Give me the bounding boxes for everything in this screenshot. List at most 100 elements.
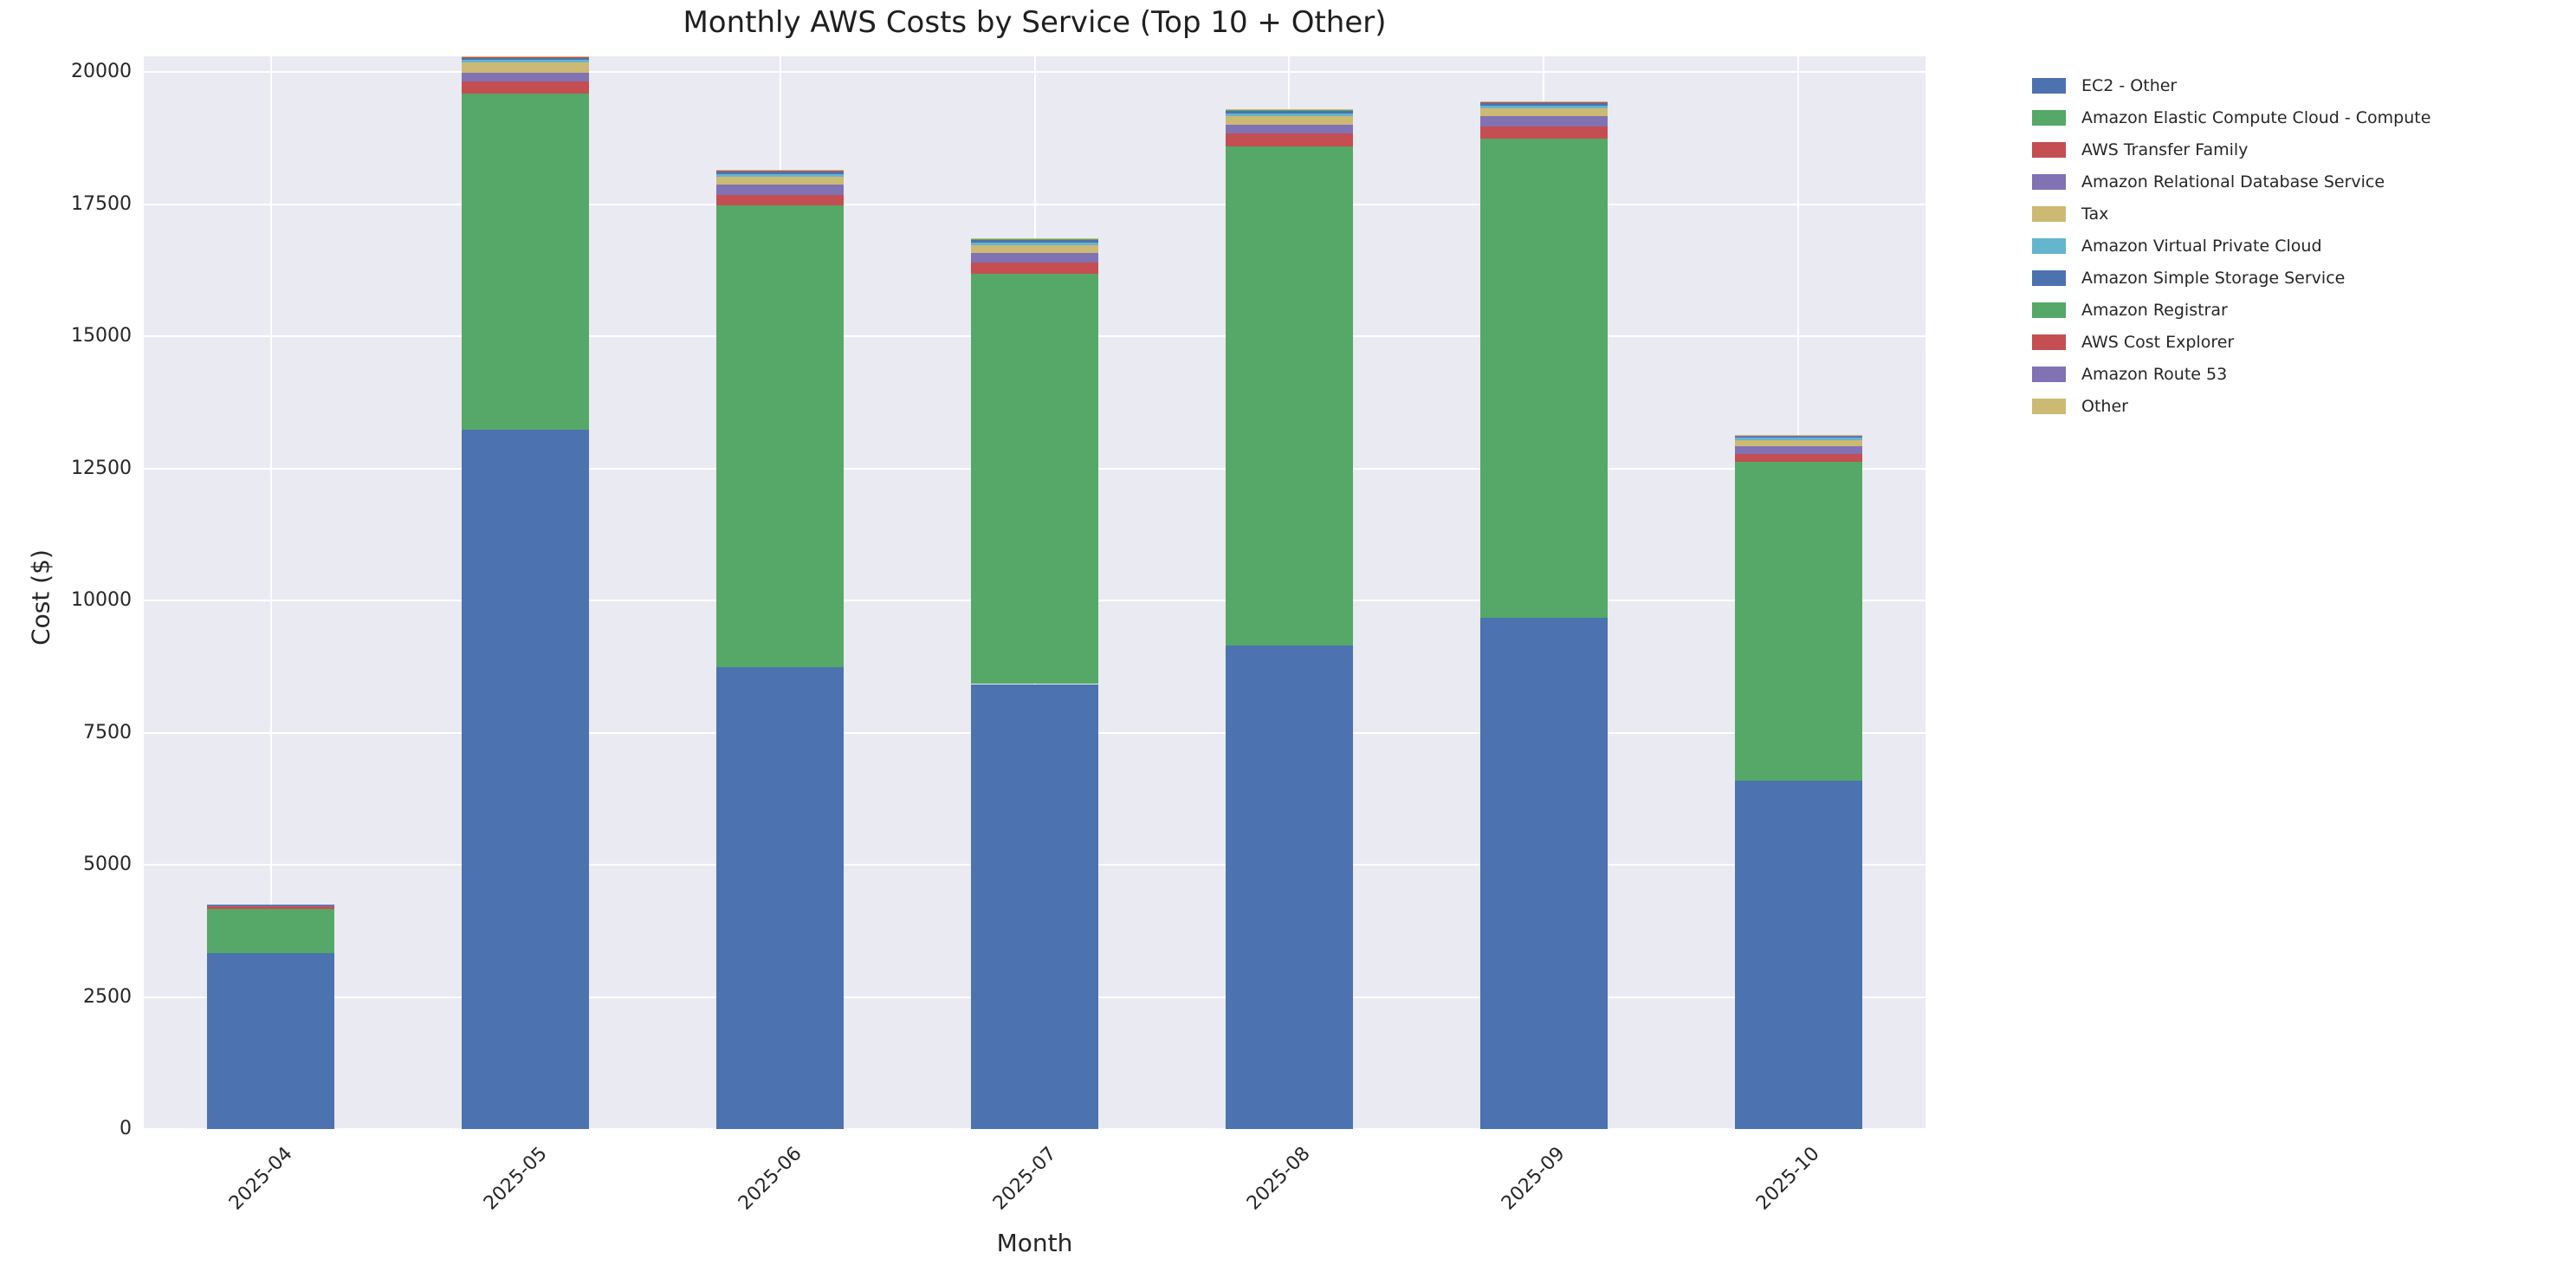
bar-segment-2025-08-5 — [1225, 113, 1353, 116]
legend-row-1: Amazon Elastic Compute Cloud - Compute — [2032, 101, 2430, 133]
legend-label-6: Amazon Simple Storage Service — [2081, 268, 2346, 288]
bar-segment-2025-10-4 — [1734, 439, 1862, 447]
bar-segment-2025-07-4 — [971, 245, 1098, 253]
legend-row-10: Other — [2032, 390, 2430, 422]
bar-segment-2025-07-1 — [971, 273, 1098, 685]
bar-segment-2025-08-0 — [1225, 645, 1353, 1129]
legend-label-9: Amazon Route 53 — [2081, 364, 2228, 384]
y-tick-label-5000: 5000 — [83, 853, 132, 876]
bar-segment-2025-06-6 — [716, 171, 845, 175]
y-tick-label-2500: 2500 — [83, 985, 132, 1008]
y-tick-label-15000: 15000 — [71, 325, 132, 347]
x-tick-label-2025-06: 2025-06 — [734, 1143, 806, 1215]
legend-swatch-5 — [2032, 237, 2066, 254]
bar-segment-2025-06-4 — [716, 177, 845, 185]
bar-segment-2025-09-0 — [1479, 618, 1608, 1129]
legend-label-8: AWS Cost Explorer — [2081, 332, 2235, 352]
legend-swatch-9 — [2032, 366, 2066, 382]
bar-segment-2025-06-0 — [716, 666, 845, 1129]
bar-segment-2025-05-4 — [462, 62, 590, 73]
legend-row-0: EC2 - Other — [2032, 69, 2430, 101]
bar-segment-2025-09-4 — [1479, 108, 1608, 117]
legend-row-2: AWS Transfer Family — [2032, 133, 2430, 165]
legend-label-7: Amazon Registrar — [2081, 300, 2228, 320]
bar-segment-2025-05-6 — [462, 57, 590, 60]
legend-swatch-7 — [2032, 302, 2066, 318]
legend-row-6: Amazon Simple Storage Service — [2032, 262, 2430, 294]
legend-label-0: EC2 - Other — [2081, 75, 2178, 95]
legend-swatch-4 — [2032, 205, 2066, 222]
gridline-y-0 — [144, 1128, 1926, 1130]
bar-segment-2025-05-2 — [462, 81, 590, 94]
bar-segment-2025-07-5 — [971, 242, 1098, 246]
bar-segment-2025-10-2 — [1734, 453, 1862, 463]
legend-row-3: Amazon Relational Database Service — [2032, 165, 2430, 198]
legend-swatch-2 — [2032, 141, 2066, 158]
plot-area — [144, 56, 1926, 1130]
legend-swatch-6 — [2032, 269, 2066, 286]
bar-segment-2025-08-6 — [1225, 109, 1353, 114]
bar-segment-2025-05-3 — [462, 72, 590, 82]
bar-segment-2025-07-2 — [971, 263, 1098, 274]
y-tick-label-10000: 10000 — [71, 589, 132, 612]
x-tick-label-2025-10: 2025-10 — [1752, 1143, 1824, 1215]
y-tick-label-0: 0 — [120, 1118, 132, 1139]
bar-segment-2025-04-1 — [207, 908, 335, 953]
bar-segment-2025-09-2 — [1479, 126, 1608, 139]
legend-label-10: Other — [2081, 396, 2128, 416]
bar-segment-2025-04-0 — [207, 952, 335, 1129]
bar-segment-2025-10-3 — [1734, 446, 1862, 454]
bar-segment-2025-09-5 — [1479, 106, 1608, 109]
bar-segment-2025-08-2 — [1225, 133, 1353, 146]
legend-label-1: Amazon Elastic Compute Cloud - Compute — [2081, 107, 2431, 127]
bar-segment-2025-09-6 — [1479, 102, 1608, 107]
bar-segment-2025-08-1 — [1225, 146, 1353, 646]
bar-segment-2025-04-2 — [207, 905, 335, 909]
bar-segment-2025-09-3 — [1479, 116, 1608, 127]
bar-segment-2025-10-6 — [1734, 436, 1862, 438]
legend-label-5: Amazon Virtual Private Cloud — [2081, 236, 2322, 256]
bar-segment-2025-10-0 — [1734, 781, 1862, 1129]
bar-segment-2025-06-3 — [716, 185, 845, 195]
bar-segment-2025-07-3 — [971, 252, 1098, 263]
y-tick-label-12500: 12500 — [71, 457, 132, 479]
bar-segment-2025-07-0 — [971, 684, 1098, 1129]
legend-swatch-8 — [2032, 334, 2066, 350]
legend-label-3: Amazon Relational Database Service — [2081, 172, 2385, 191]
bar-segment-2025-10-5 — [1734, 438, 1862, 440]
bar-segment-2025-05-0 — [462, 430, 590, 1129]
bar-segment-2025-05-7 — [462, 56, 590, 58]
y-tick-label-20000: 20000 — [71, 61, 132, 83]
x-tick-label-2025-08: 2025-08 — [1243, 1143, 1316, 1215]
bar-segment-2025-07-6 — [971, 239, 1098, 243]
gridline-x-2025-04 — [269, 56, 272, 1129]
x-tick-label-2025-07: 2025-07 — [988, 1143, 1061, 1215]
legend-label-2: AWS Transfer Family — [2081, 140, 2249, 159]
bar-segment-2025-06-5 — [716, 174, 845, 178]
bar-segment-2025-05-1 — [462, 93, 590, 431]
x-tick-label-2025-04: 2025-04 — [224, 1143, 297, 1215]
chart-title: Monthly AWS Costs by Service (Top 10 + O… — [683, 5, 1387, 40]
bar-segment-2025-08-4 — [1225, 115, 1353, 125]
legend: EC2 - Other Amazon Elastic Compute Cloud … — [2032, 69, 2430, 422]
bar-segment-2025-06-2 — [716, 194, 845, 205]
legend-row-8: AWS Cost Explorer — [2032, 326, 2430, 358]
legend-row-7: Amazon Registrar — [2032, 294, 2430, 326]
x-axis-label: Month — [996, 1229, 1073, 1257]
bar-segment-2025-06-1 — [716, 204, 845, 667]
x-tick-label-2025-05: 2025-05 — [479, 1143, 552, 1215]
y-tick-label-17500: 17500 — [71, 192, 132, 215]
legend-row-4: Tax — [2032, 198, 2430, 230]
legend-swatch-10 — [2032, 398, 2066, 414]
legend-row-9: Amazon Route 53 — [2032, 358, 2430, 390]
legend-swatch-3 — [2032, 173, 2066, 190]
legend-label-4: Tax — [2081, 204, 2109, 224]
y-tick-label-7500: 7500 — [83, 721, 132, 743]
bar-segment-2025-08-3 — [1225, 124, 1353, 134]
legend-row-5: Amazon Virtual Private Cloud — [2032, 230, 2430, 262]
bar-segment-2025-10-1 — [1734, 462, 1862, 782]
bar-segment-2025-09-1 — [1479, 138, 1608, 619]
bar-segment-2025-05-5 — [462, 59, 590, 63]
legend-swatch-1 — [2032, 109, 2066, 126]
